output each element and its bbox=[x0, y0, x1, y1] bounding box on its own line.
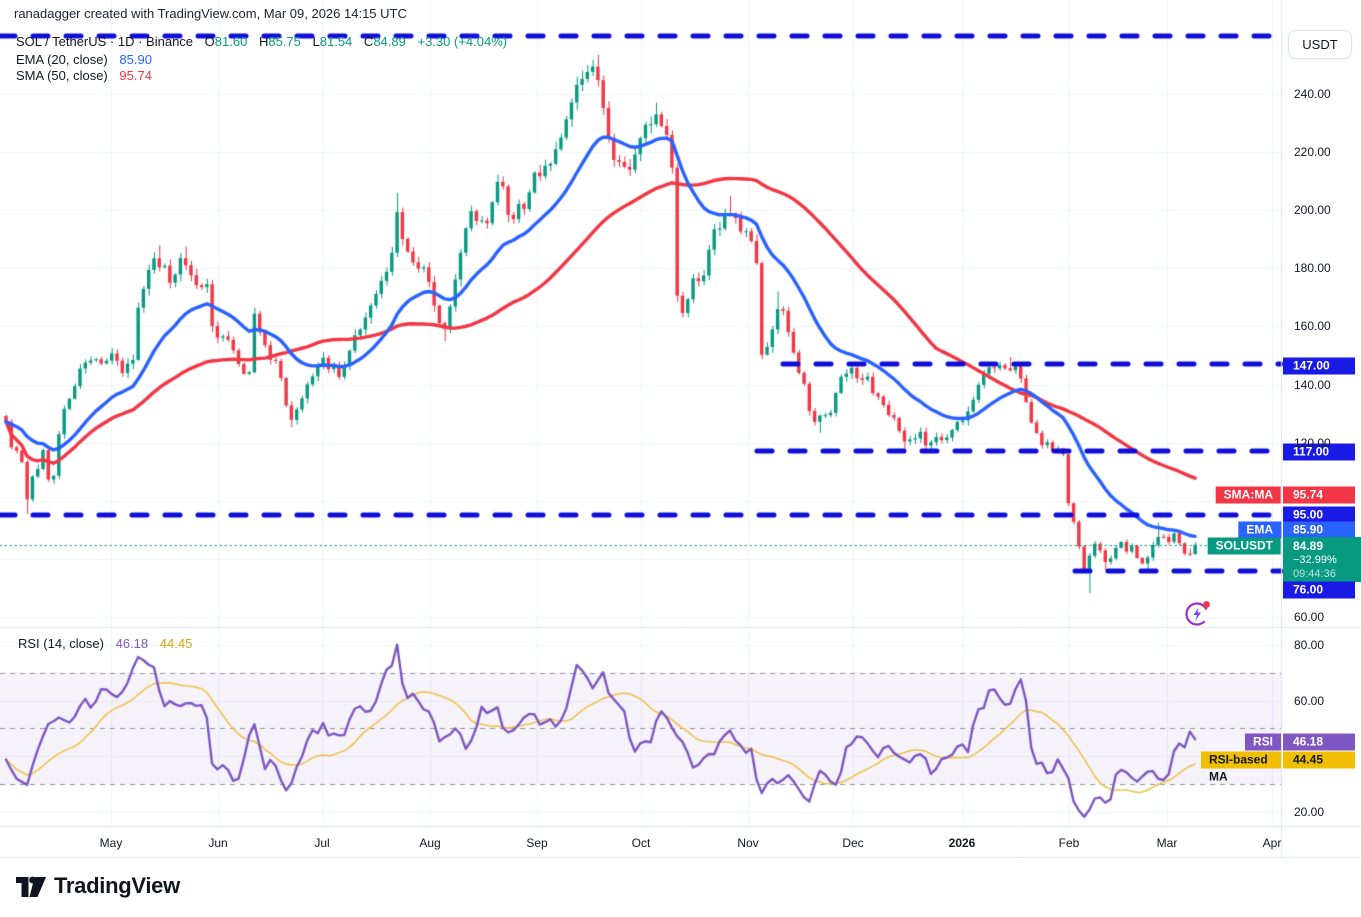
rsi-legend[interactable]: RSI (14, close) 46.18 44.45 bbox=[18, 636, 192, 651]
ohlc-close-value: 84.89 bbox=[373, 34, 406, 49]
time-axis-label[interactable]: Oct bbox=[631, 836, 651, 850]
price-axis-label: 160.00 bbox=[1294, 319, 1331, 334]
price-level-badge-147[interactable]: 147.00 bbox=[1283, 357, 1355, 375]
sma-price-badge[interactable]: 95.74 bbox=[1283, 486, 1355, 504]
rsi-ma-series-tag[interactable]: RSI-based MA bbox=[1201, 751, 1281, 784]
rsi-value-badge[interactable]: 46.18 bbox=[1283, 733, 1355, 751]
time-axis-label[interactable]: Apr bbox=[1262, 836, 1282, 850]
ema-series-tag[interactable]: EMA bbox=[1238, 521, 1281, 539]
ohlc-close-label: C bbox=[363, 34, 374, 49]
rsi-axis-label: 80.00 bbox=[1294, 638, 1325, 652]
ohlc-open-label: O bbox=[204, 34, 215, 49]
sma-legend[interactable]: SMA (50, close) 95.74 bbox=[16, 68, 152, 83]
symbol-title: SOL / TetherUS · 1D · Binance bbox=[16, 34, 194, 49]
change-value: +3.30 (+4.04%) bbox=[417, 34, 508, 49]
symbol-series-tag[interactable]: SOLUSDT bbox=[1207, 537, 1281, 555]
price-level-badge-117[interactable]: 117.00 bbox=[1283, 443, 1355, 461]
rsi-label: RSI (14, close) bbox=[18, 636, 104, 651]
ohlc-low-value: 81.54 bbox=[319, 34, 353, 49]
rsi-axis-label: 20.00 bbox=[1294, 804, 1325, 819]
price-axis-label: 60.00 bbox=[1294, 609, 1325, 624]
price-axis-label: 240.00 bbox=[1294, 87, 1331, 101]
rsi-series-tag[interactable]: RSI bbox=[1244, 733, 1281, 751]
rsi-ma-value-badge[interactable]: 44.45 bbox=[1283, 751, 1355, 769]
rsi-ma-value: 44.45 bbox=[159, 636, 193, 651]
price-axis-label: 220.00 bbox=[1294, 145, 1331, 160]
time-axis-label[interactable]: Mar bbox=[1156, 836, 1178, 850]
time-axis-label[interactable]: Aug bbox=[419, 836, 441, 850]
tradingview-logo[interactable]: TradingView bbox=[16, 872, 180, 899]
last-price-value: 84.89 bbox=[1293, 539, 1324, 553]
rsi-value: 46.18 bbox=[115, 636, 149, 651]
time-axis-label[interactable]: Jul bbox=[314, 836, 330, 850]
ema-price-badge[interactable]: 85.90 bbox=[1283, 521, 1355, 539]
symbol-legend[interactable]: SOL / TetherUS · 1D · Binance O81.60 H85… bbox=[16, 34, 507, 49]
time-axis-label[interactable]: Feb bbox=[1058, 836, 1080, 850]
price-axis-label: 180.00 bbox=[1294, 261, 1331, 276]
price-level-badge-95[interactable]: 95.00 bbox=[1283, 506, 1355, 524]
ohlc-high-value: 85.75 bbox=[268, 34, 301, 49]
attribution-text: ranadagger created with TradingView.com,… bbox=[14, 6, 407, 21]
ema-label: EMA (20, close) bbox=[16, 52, 108, 67]
sma-value: 95.74 bbox=[119, 68, 152, 83]
session-change-percent: −32.99% bbox=[1293, 554, 1337, 566]
bar-countdown: 09:44:36 bbox=[1293, 568, 1336, 580]
tradingview-logo-text: TradingView bbox=[54, 872, 180, 898]
ohlc-open-value: 81.60 bbox=[214, 34, 248, 49]
ema-legend[interactable]: EMA (20, close) 85.90 bbox=[16, 52, 152, 67]
ohlc-high-label: H bbox=[258, 34, 269, 49]
currency-toggle-button[interactable]: USDT bbox=[1288, 30, 1352, 59]
rsi-axis-label: 60.00 bbox=[1294, 693, 1325, 708]
ohlc-low-label: L bbox=[312, 34, 320, 49]
time-axis-label[interactable]: Dec bbox=[842, 836, 864, 850]
time-axis-label[interactable]: Jun bbox=[208, 836, 228, 850]
time-axis-label[interactable]: 2026 bbox=[948, 836, 976, 850]
price-axis-label: 140.00 bbox=[1294, 377, 1331, 392]
sma-series-tag[interactable]: SMA:MA bbox=[1215, 486, 1281, 504]
tradingview-logo-mark bbox=[16, 876, 46, 897]
price-level-badge-76[interactable]: 76.00 bbox=[1283, 581, 1355, 599]
idea-flash-icon[interactable] bbox=[1183, 599, 1213, 627]
last-price-badge[interactable]: 84.89 −32.99% 09:44:36 bbox=[1283, 537, 1361, 582]
time-axis-label[interactable]: Sep bbox=[526, 836, 548, 850]
price-axis-label: 120.00 bbox=[1294, 435, 1331, 450]
ema-value: 85.90 bbox=[119, 52, 152, 67]
time-axis-label[interactable]: Nov bbox=[737, 836, 759, 850]
price-axis-label: 200.00 bbox=[1294, 203, 1331, 218]
sma-label: SMA (50, close) bbox=[16, 68, 108, 83]
time-axis-label[interactable]: May bbox=[99, 836, 123, 850]
